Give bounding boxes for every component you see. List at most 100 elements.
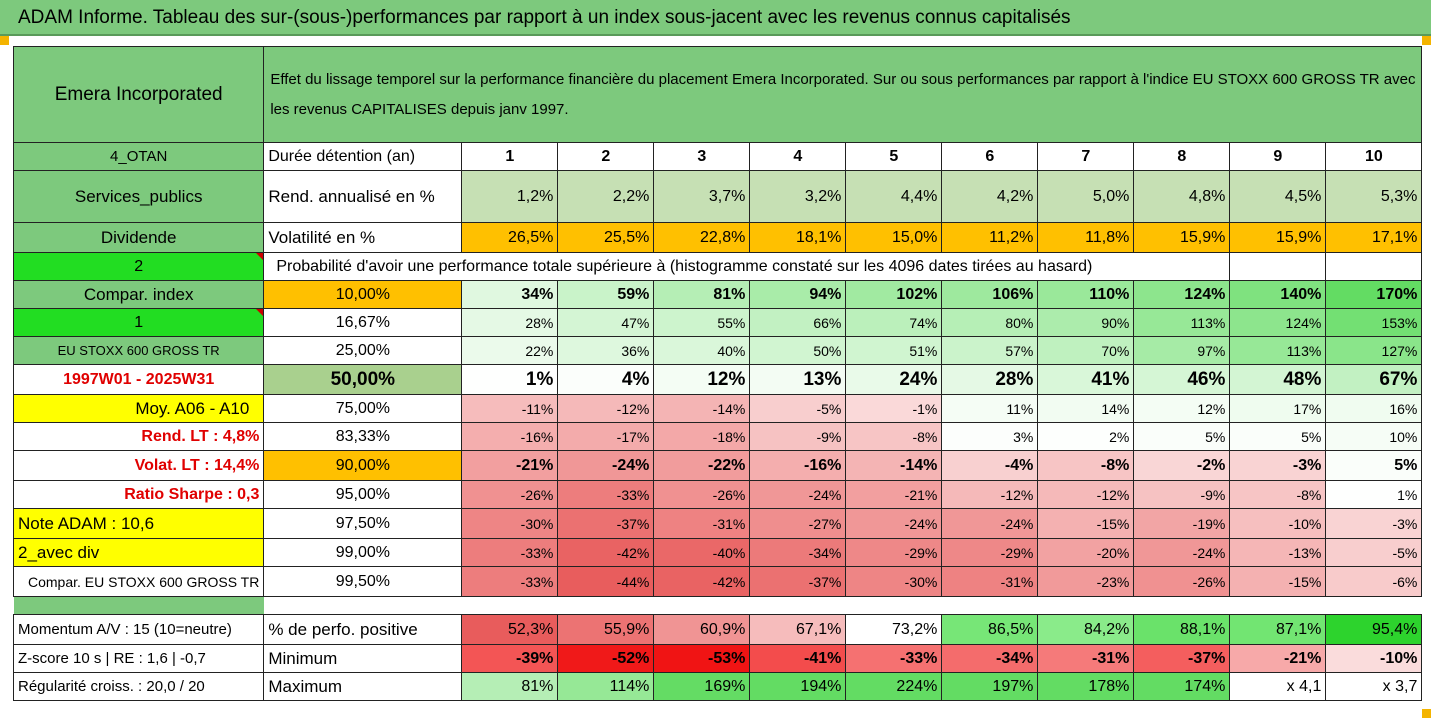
percentile-value: -14% [845,450,943,481]
percentile-value: -37% [749,566,847,597]
percentile-value: -30% [461,508,559,539]
maximum-value: x 3,7 [1325,672,1423,701]
percentile-row: 2_avec div 99,00% -33% -42% -40% -34% -29% -29%… [12,538,1423,567]
percentile-value: -24% [749,480,847,509]
maximum-value: 169% [653,672,751,701]
percentile-value: 1% [461,364,559,395]
minimum-value: -21% [1229,644,1327,673]
header-row: Emera Incorporated Effet du lissage tempo… [12,46,1423,143]
percentile-value: 17% [1229,394,1327,423]
rend-value: 4,5% [1229,170,1327,223]
percentile-value: 110% [1037,280,1135,309]
option-two: 2 [12,252,265,281]
percentile-value: 66% [749,308,847,337]
percentile-value: -6% [1325,566,1423,597]
volat-value: 15,9% [1133,222,1231,253]
percentile-row: Compar. index 10,00% 34% 59% 81% 94% 102% 106% 1… [12,280,1423,309]
description: Effet du lissage temporel sur la perform… [263,46,1423,143]
percentile-value: -12% [941,480,1039,509]
percentile-label: 99,00% [263,538,463,567]
code-label: 4_OTAN [12,142,265,171]
percentile-value: 10% [1325,422,1423,451]
percentile-value: -9% [749,422,847,451]
percentile-label: 90,00% [263,450,463,481]
rend-value: 2,2% [557,170,655,223]
percentile-value: -33% [461,566,559,597]
percentile-label: 97,50% [263,508,463,539]
maximum-value: 194% [749,672,847,701]
percentile-value: -20% [1037,538,1135,567]
duree-row: 4_OTAN Durée détention (an) 1 2 3 4 5 6 7 8 9 10 [12,142,1423,171]
minimum-value: -37% [1133,644,1231,673]
percentile-value: -27% [749,508,847,539]
perfo-value: 55,9% [557,614,655,645]
minimum-label: Minimum [263,644,463,673]
perfo-value: 73,2% [845,614,943,645]
percentile-value: -12% [557,394,655,423]
percentile-value: -21% [461,450,559,481]
perfo-value: 87,1% [1229,614,1327,645]
maximum-value: 178% [1037,672,1135,701]
year-header: 1 [461,142,559,171]
percentile-value: 153% [1325,308,1423,337]
percentile-value: 90% [1037,308,1135,337]
percentile-value: 113% [1229,336,1327,365]
maximum-value: 114% [557,672,655,701]
percentile-label: 16,67% [263,308,463,337]
performance-table: Emera Incorporated Effet du lissage tempo… [12,46,1423,701]
dividend-label: Dividende [12,222,265,253]
sharpe-label: Ratio Sharpe : 0,3 [12,480,265,509]
rend-value: 5,0% [1037,170,1135,223]
percentile-value: -15% [1037,508,1135,539]
volat-value: 26,5% [461,222,559,253]
percentile-value: -19% [1133,508,1231,539]
percentile-value: -24% [1133,538,1231,567]
percentile-value: -40% [653,538,751,567]
company-name: Emera Incorporated [12,46,265,143]
rend-lt-label: Rend. LT : 4,8% [12,422,265,451]
volat-value: 15,9% [1229,222,1327,253]
year-header: 10 [1325,142,1423,171]
perfo-value: 67,1% [749,614,847,645]
zscore-label: Z-score 10 s | RE : 1,6 | -0,7 [12,644,265,673]
perfo-value: 52,3% [461,614,559,645]
minimum-value: -10% [1325,644,1423,673]
percentile-value: 28% [941,364,1039,395]
percentile-value: -44% [557,566,655,597]
percentile-value: -22% [653,450,751,481]
percentile-value: 22% [461,336,559,365]
empty-cell [1229,252,1327,281]
percentile-value: -42% [653,566,751,597]
index-name-label: EU STOXX 600 GROSS TR [12,336,265,365]
percentile-value: -5% [1325,538,1423,567]
percentile-value: 14% [1037,394,1135,423]
year-header: 2 [557,142,655,171]
year-header: 4 [749,142,847,171]
duree-label: Durée détention (an) [263,142,463,171]
momentum-label: Momentum A/V : 15 (10=neutre) [12,614,265,645]
percentile-value: 1% [1325,480,1423,509]
maximum-value: 81% [461,672,559,701]
minimum-value: -33% [845,644,943,673]
year-header: 8 [1133,142,1231,171]
report-title: ADAM Informe. Tableau des sur-(sous-)per… [18,7,1071,28]
percentile-value: 55% [653,308,751,337]
volat-value: 15,0% [845,222,943,253]
regularite-label: Régularité croiss. : 20,0 / 20 [12,672,265,701]
percentile-value: 40% [653,336,751,365]
percentile-value: 74% [845,308,943,337]
percentile-value: -24% [557,450,655,481]
maximum-row: Régularité croiss. : 20,0 / 20 Maximum 81%… [12,672,1423,701]
percentile-label: 50,00% [263,364,463,395]
percentile-value: 50% [749,336,847,365]
percentile-value: -16% [461,422,559,451]
volat-value: 22,8% [653,222,751,253]
percentile-row: EU STOXX 600 GROSS TR 25,00% 22% 36% 40% 50% 5… [12,336,1423,365]
percentile-value: -42% [557,538,655,567]
percentile-value: -21% [845,480,943,509]
period-label: 1997W01 - 2025W31 [12,364,265,395]
percentile-value: 24% [845,364,943,395]
minimum-value: -52% [557,644,655,673]
note-adam-label: Note ADAM : 10,6 [12,508,265,539]
percentile-value: -26% [653,480,751,509]
